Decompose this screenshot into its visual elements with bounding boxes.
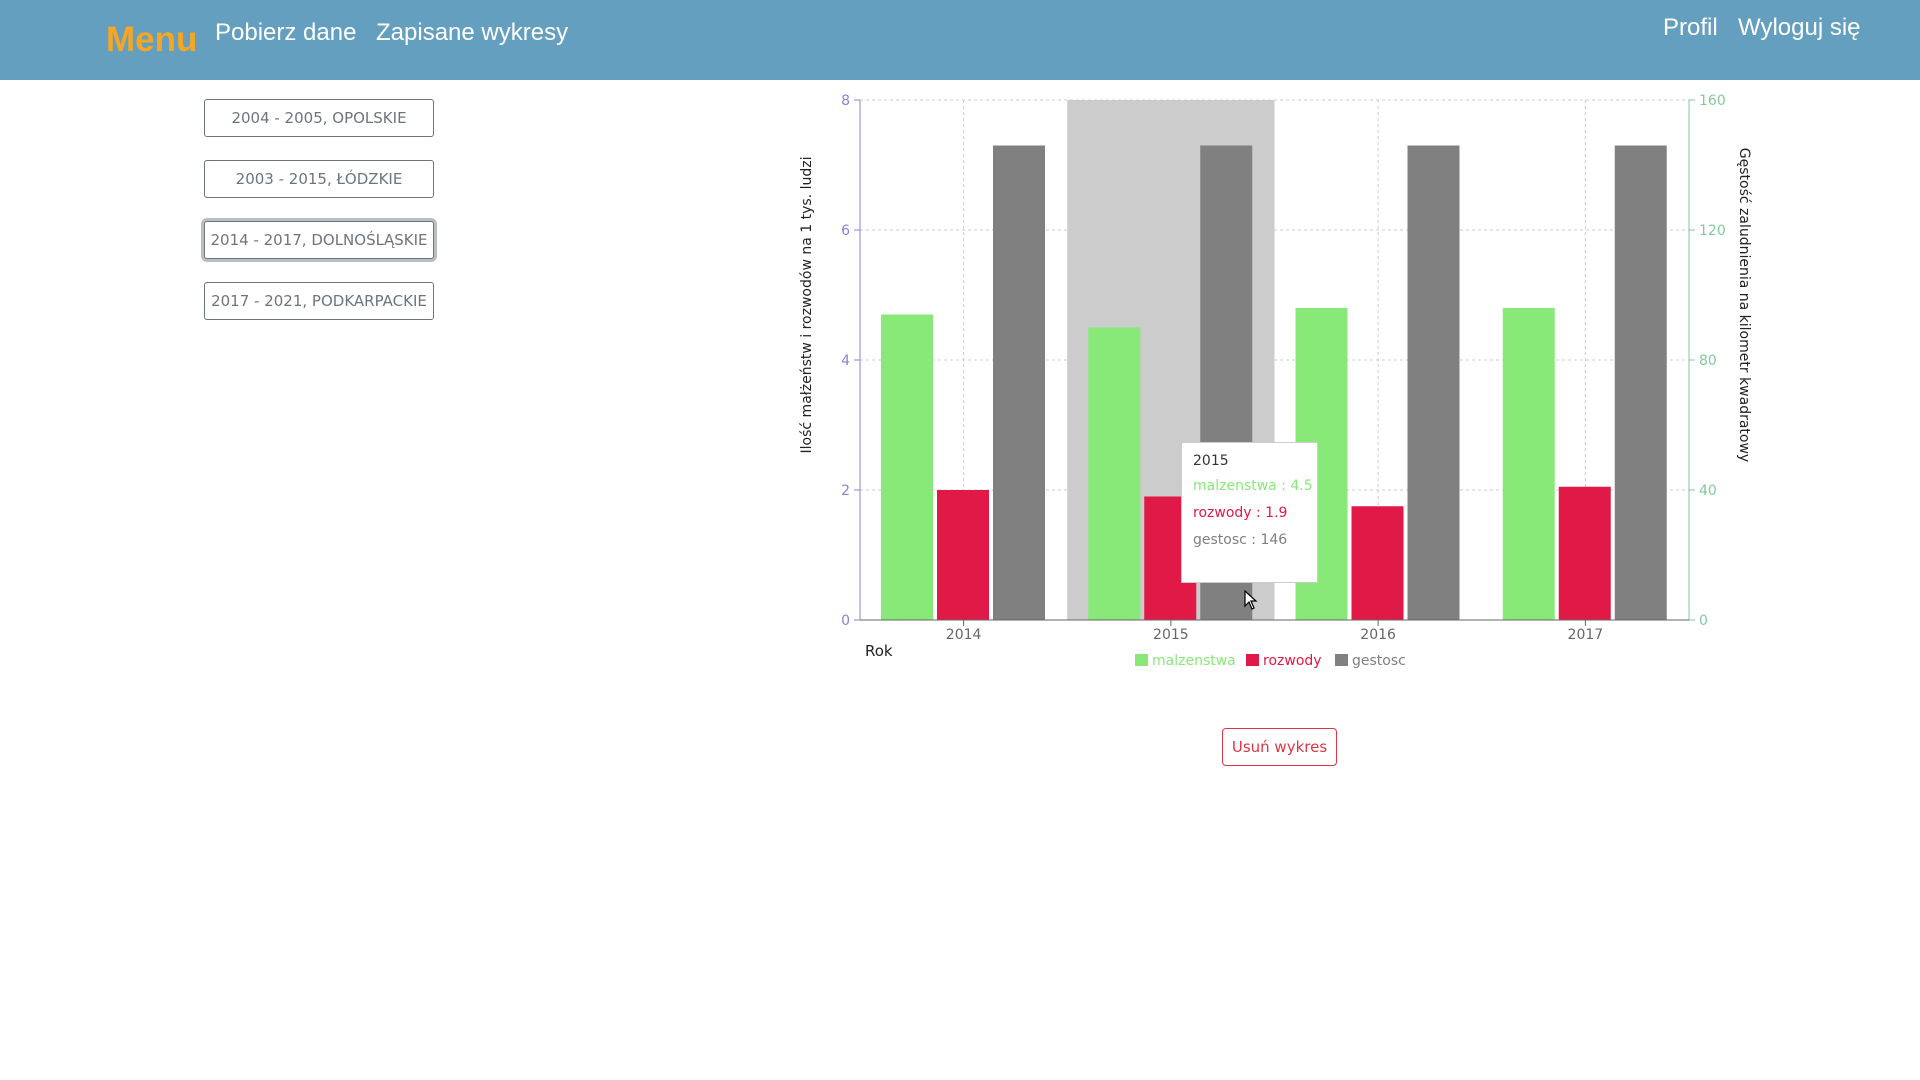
bar-malzenstwa xyxy=(1088,327,1141,620)
bar-rozwody xyxy=(1351,506,1404,620)
x-tick-label: 2017 xyxy=(1568,627,1604,643)
right-tick-label: 80 xyxy=(1699,353,1717,369)
left-tick-label: 4 xyxy=(841,353,850,369)
nav-logout[interactable]: Wyloguj się xyxy=(1738,14,1861,41)
chart-tooltip: 2015 malzenstwa : 4.5 rozwody : 1.9 gest… xyxy=(1181,442,1318,583)
right-tick-label: 120 xyxy=(1699,223,1726,239)
bar-gestosc xyxy=(1614,145,1667,620)
tooltip-line-malzenstwa: malzenstwa : 4.5 xyxy=(1193,478,1313,494)
top-navbar: Menu Pobierz dane Zapisane wykresy Profi… xyxy=(0,0,1920,80)
menu-brand[interactable]: Menu xyxy=(106,20,198,59)
right-tick-label: 0 xyxy=(1699,613,1708,629)
saved-chart-button-active[interactable]: 2014 - 2017, DOLNOŚLĄSKIE xyxy=(204,221,434,259)
left-tick-label: 6 xyxy=(841,223,850,239)
legend-swatch-malzenstwa xyxy=(1135,654,1148,666)
right-tick-label: 160 xyxy=(1699,93,1726,109)
saved-chart-button[interactable]: 2017 - 2021, PODKARPACKIE xyxy=(204,282,434,320)
nav-download-data[interactable]: Pobierz dane xyxy=(215,19,357,46)
saved-chart-button[interactable]: 2003 - 2015, ŁÓDZKIE xyxy=(204,160,434,198)
x-tick-label: 2014 xyxy=(946,627,982,643)
bar-rozwody xyxy=(937,490,989,620)
remove-chart-button[interactable]: Usuń wykres xyxy=(1222,728,1337,766)
legend-swatch-rozwody xyxy=(1246,654,1259,666)
bar-rozwody xyxy=(1558,486,1611,620)
bar-malzenstwa xyxy=(1502,308,1555,620)
right-tick-label: 40 xyxy=(1699,483,1717,499)
legend-label-gestosc: gestosc xyxy=(1352,653,1406,669)
right-axis-label: Gęstość zaludnienia na kilometr kwadrato… xyxy=(1736,148,1752,462)
x-axis-label: Rok xyxy=(865,642,893,660)
legend-label-rozwody: rozwody xyxy=(1263,653,1322,669)
tooltip-line-rozwody: rozwody : 1.9 xyxy=(1193,505,1288,521)
tooltip-title: 2015 xyxy=(1193,453,1229,469)
left-axis-label: Ilość małżeństw i rozwodów na 1 tys. lud… xyxy=(799,157,815,454)
saved-chart-button[interactable]: 2004 - 2005, OPOLSKIE xyxy=(204,99,434,137)
left-tick-label: 2 xyxy=(841,483,850,499)
bar-gestosc xyxy=(993,145,1045,620)
left-tick-label: 8 xyxy=(841,93,850,109)
nav-profile[interactable]: Profil xyxy=(1663,14,1718,41)
x-tick-label: 2016 xyxy=(1360,627,1396,643)
bar-gestosc xyxy=(1407,145,1460,620)
left-tick-label: 0 xyxy=(841,613,850,629)
legend-label-malzenstwa: malzenstwa xyxy=(1152,653,1236,669)
tooltip-line-gestosc: gestosc : 146 xyxy=(1193,532,1288,548)
bar-malzenstwa xyxy=(881,314,933,620)
nav-saved-charts[interactable]: Zapisane wykresy xyxy=(376,19,569,46)
x-tick-label: 2015 xyxy=(1153,627,1189,643)
legend-swatch-gestosc xyxy=(1335,654,1348,666)
mouse-cursor-icon xyxy=(1244,590,1258,610)
